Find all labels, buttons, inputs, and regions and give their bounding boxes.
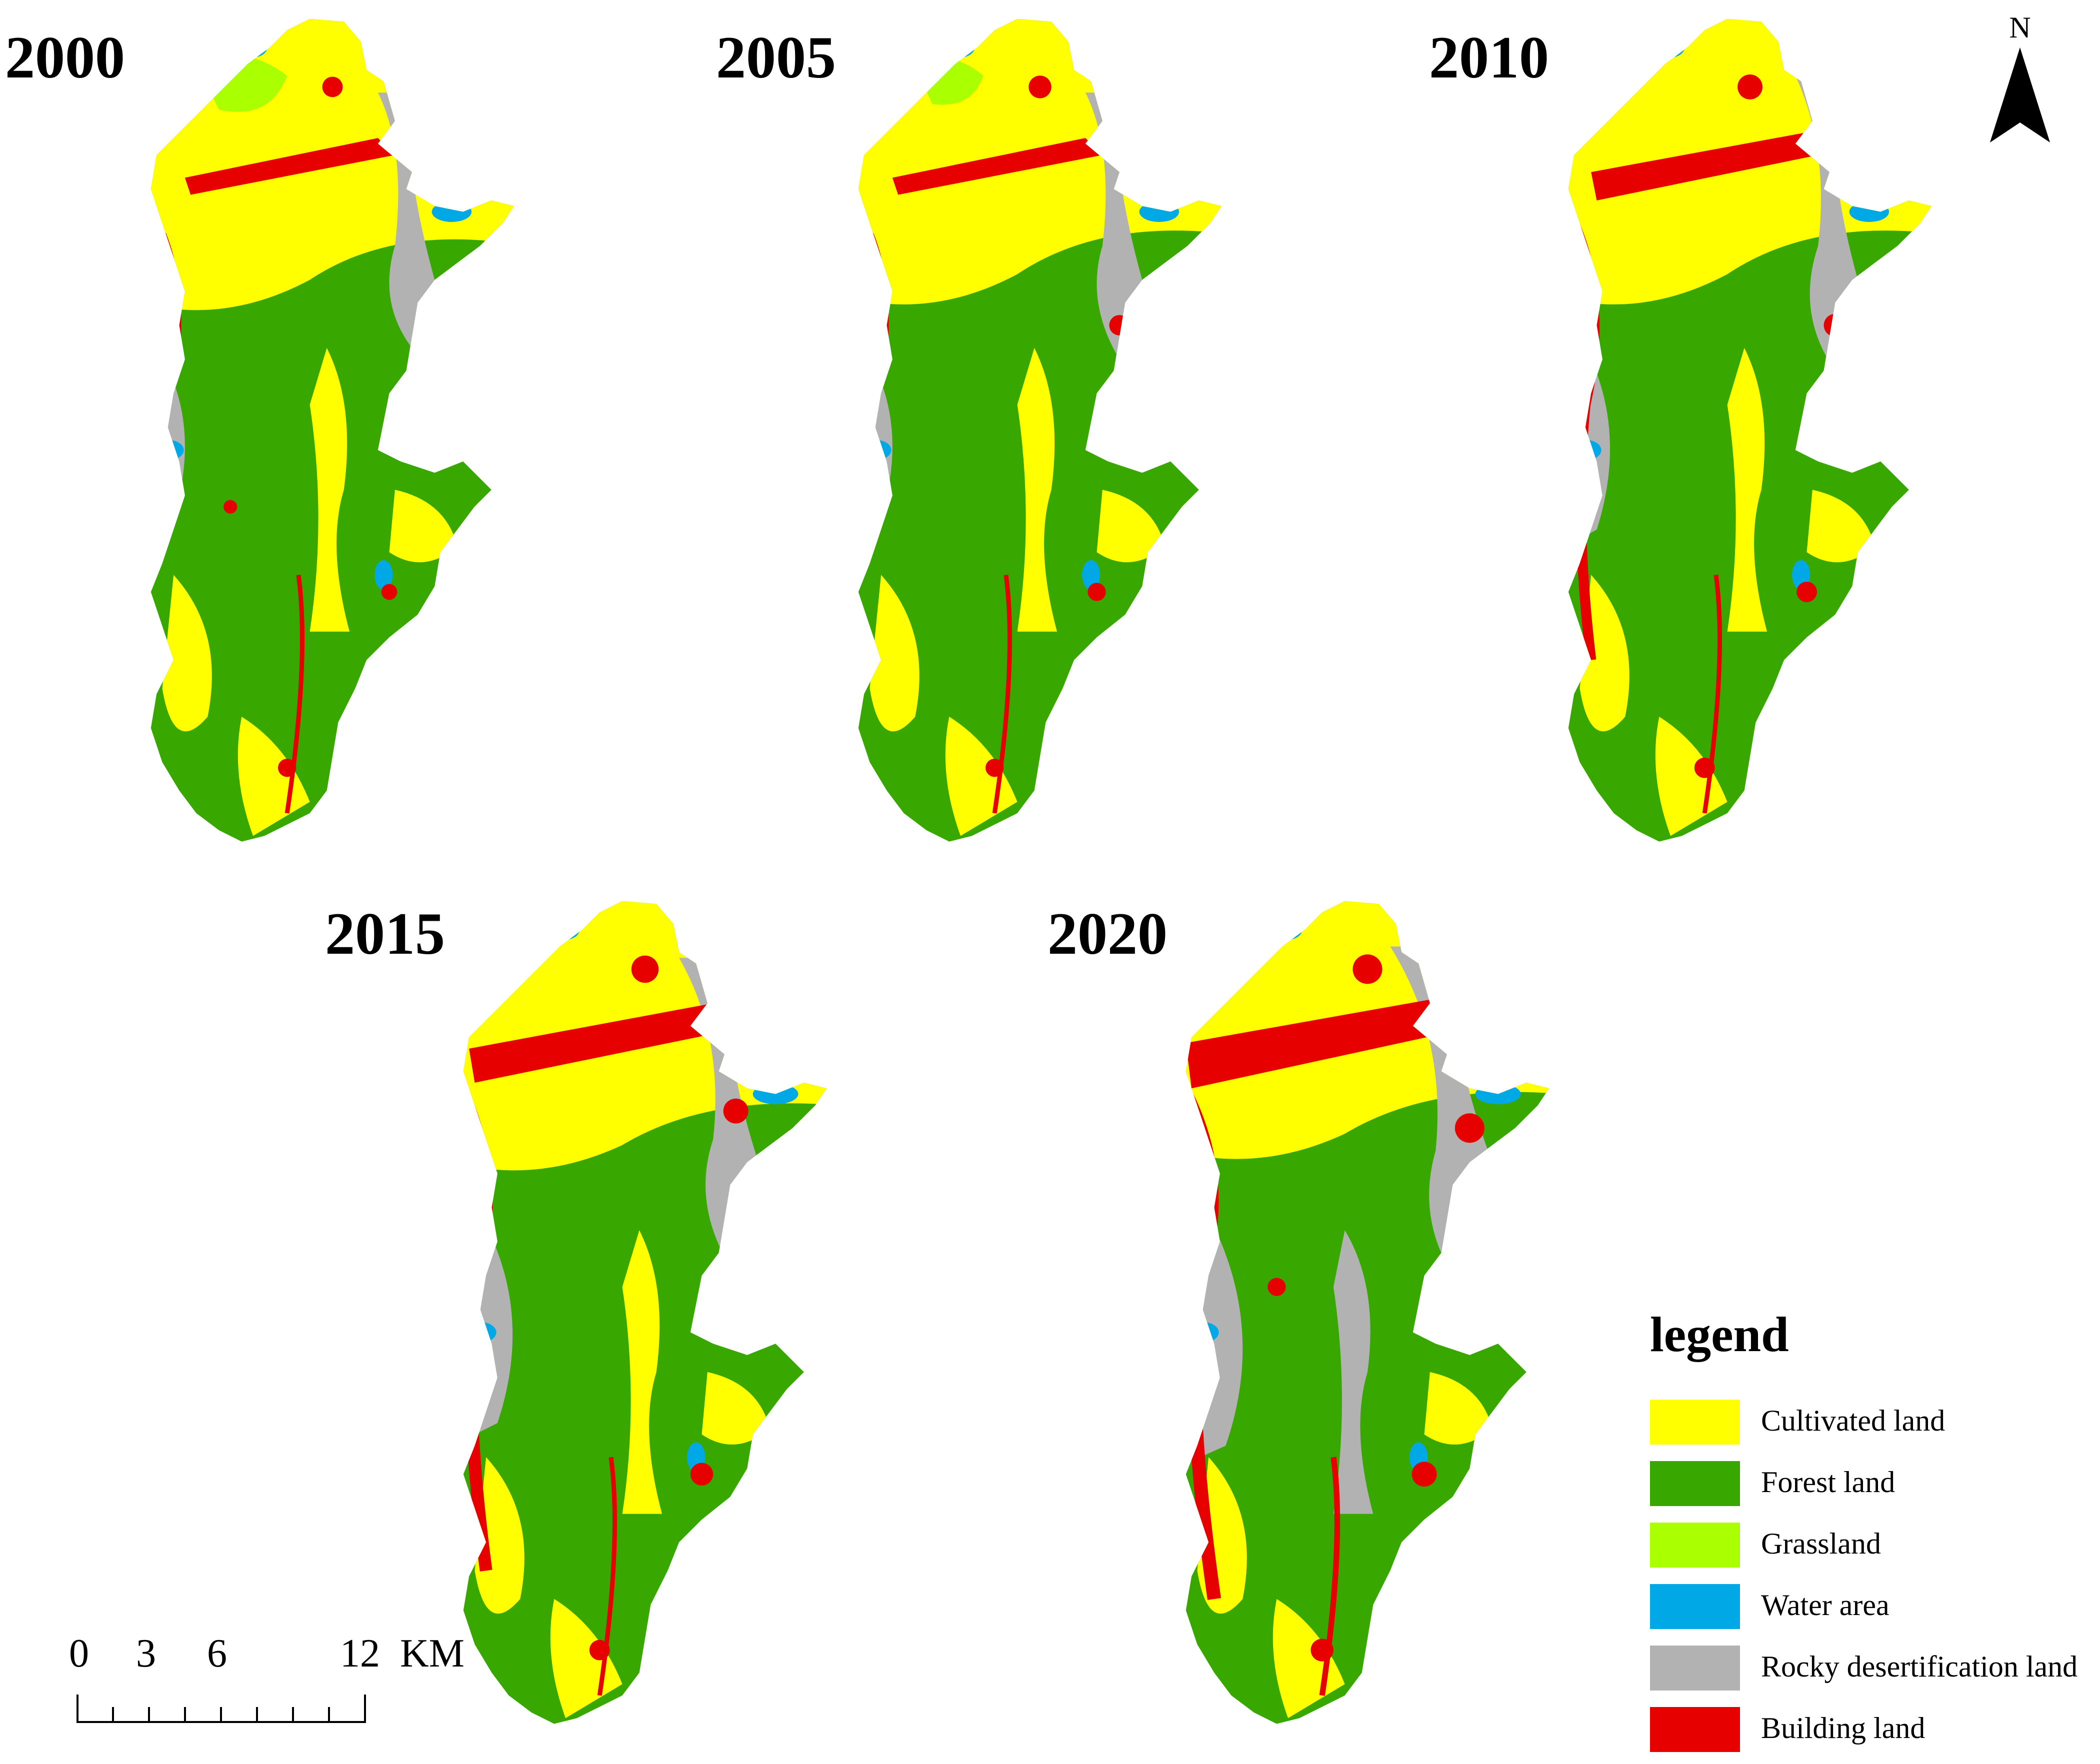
legend-label-grassland: Grassland [1761,1527,1881,1560]
legend-swatch-grassland [1650,1523,1740,1568]
legend-item-grassland: Grassland [1650,1523,2090,1568]
scale-bar [76,1695,366,1723]
land-use-map-2010 [1568,18,1932,842]
legend-label-forest: Forest land [1761,1466,1896,1499]
scale-unit: KM [400,1632,464,1676]
legend-item-rocky: Rocky desertification land [1650,1646,2090,1691]
scale-tick-0: 0 [69,1632,89,1676]
legend-title: legend [1650,1307,1789,1362]
legend-label-cultivated: Cultivated land [1761,1404,1946,1437]
legend-item-cultivated: Cultivated land [1650,1400,2090,1445]
map-title-2010: 2010 [1429,24,1549,90]
legend-swatch-water [1650,1584,1740,1629]
land-use-map-2015 [463,901,827,1724]
land-use-map-2020 [1186,901,1550,1724]
legend-label-rocky: Rocky desertification land [1761,1650,2078,1683]
map-title-2020: 2020 [1048,900,1168,967]
map-title-2015: 2015 [325,900,445,967]
legend-item-forest: Forest land [1650,1461,2090,1506]
legend-swatch-building [1650,1707,1740,1752]
legend-swatch-cultivated [1650,1400,1740,1445]
legend-swatch-rocky [1650,1646,1740,1691]
north-label: N [2009,11,2031,44]
legend-label-building: Building land [1761,1712,1926,1745]
legend-item-water: Water area [1650,1584,2090,1629]
map-title-2005: 2005 [716,24,836,90]
land-use-map-2000 [150,18,514,842]
north-arrow-icon [1990,47,2050,142]
scale-tick-12: 12 [340,1632,380,1676]
scale-tick-6: 6 [207,1632,227,1676]
legend-item-building: Building land [1650,1707,2090,1752]
map-title-2000: 2000 [5,24,125,90]
scale-tick-3: 3 [136,1632,156,1676]
land-use-map-2005 [858,18,1222,842]
legend-label-water: Water area [1761,1589,1890,1622]
north-arrow: N [1985,12,2055,147]
legend-swatch-forest [1650,1461,1740,1506]
